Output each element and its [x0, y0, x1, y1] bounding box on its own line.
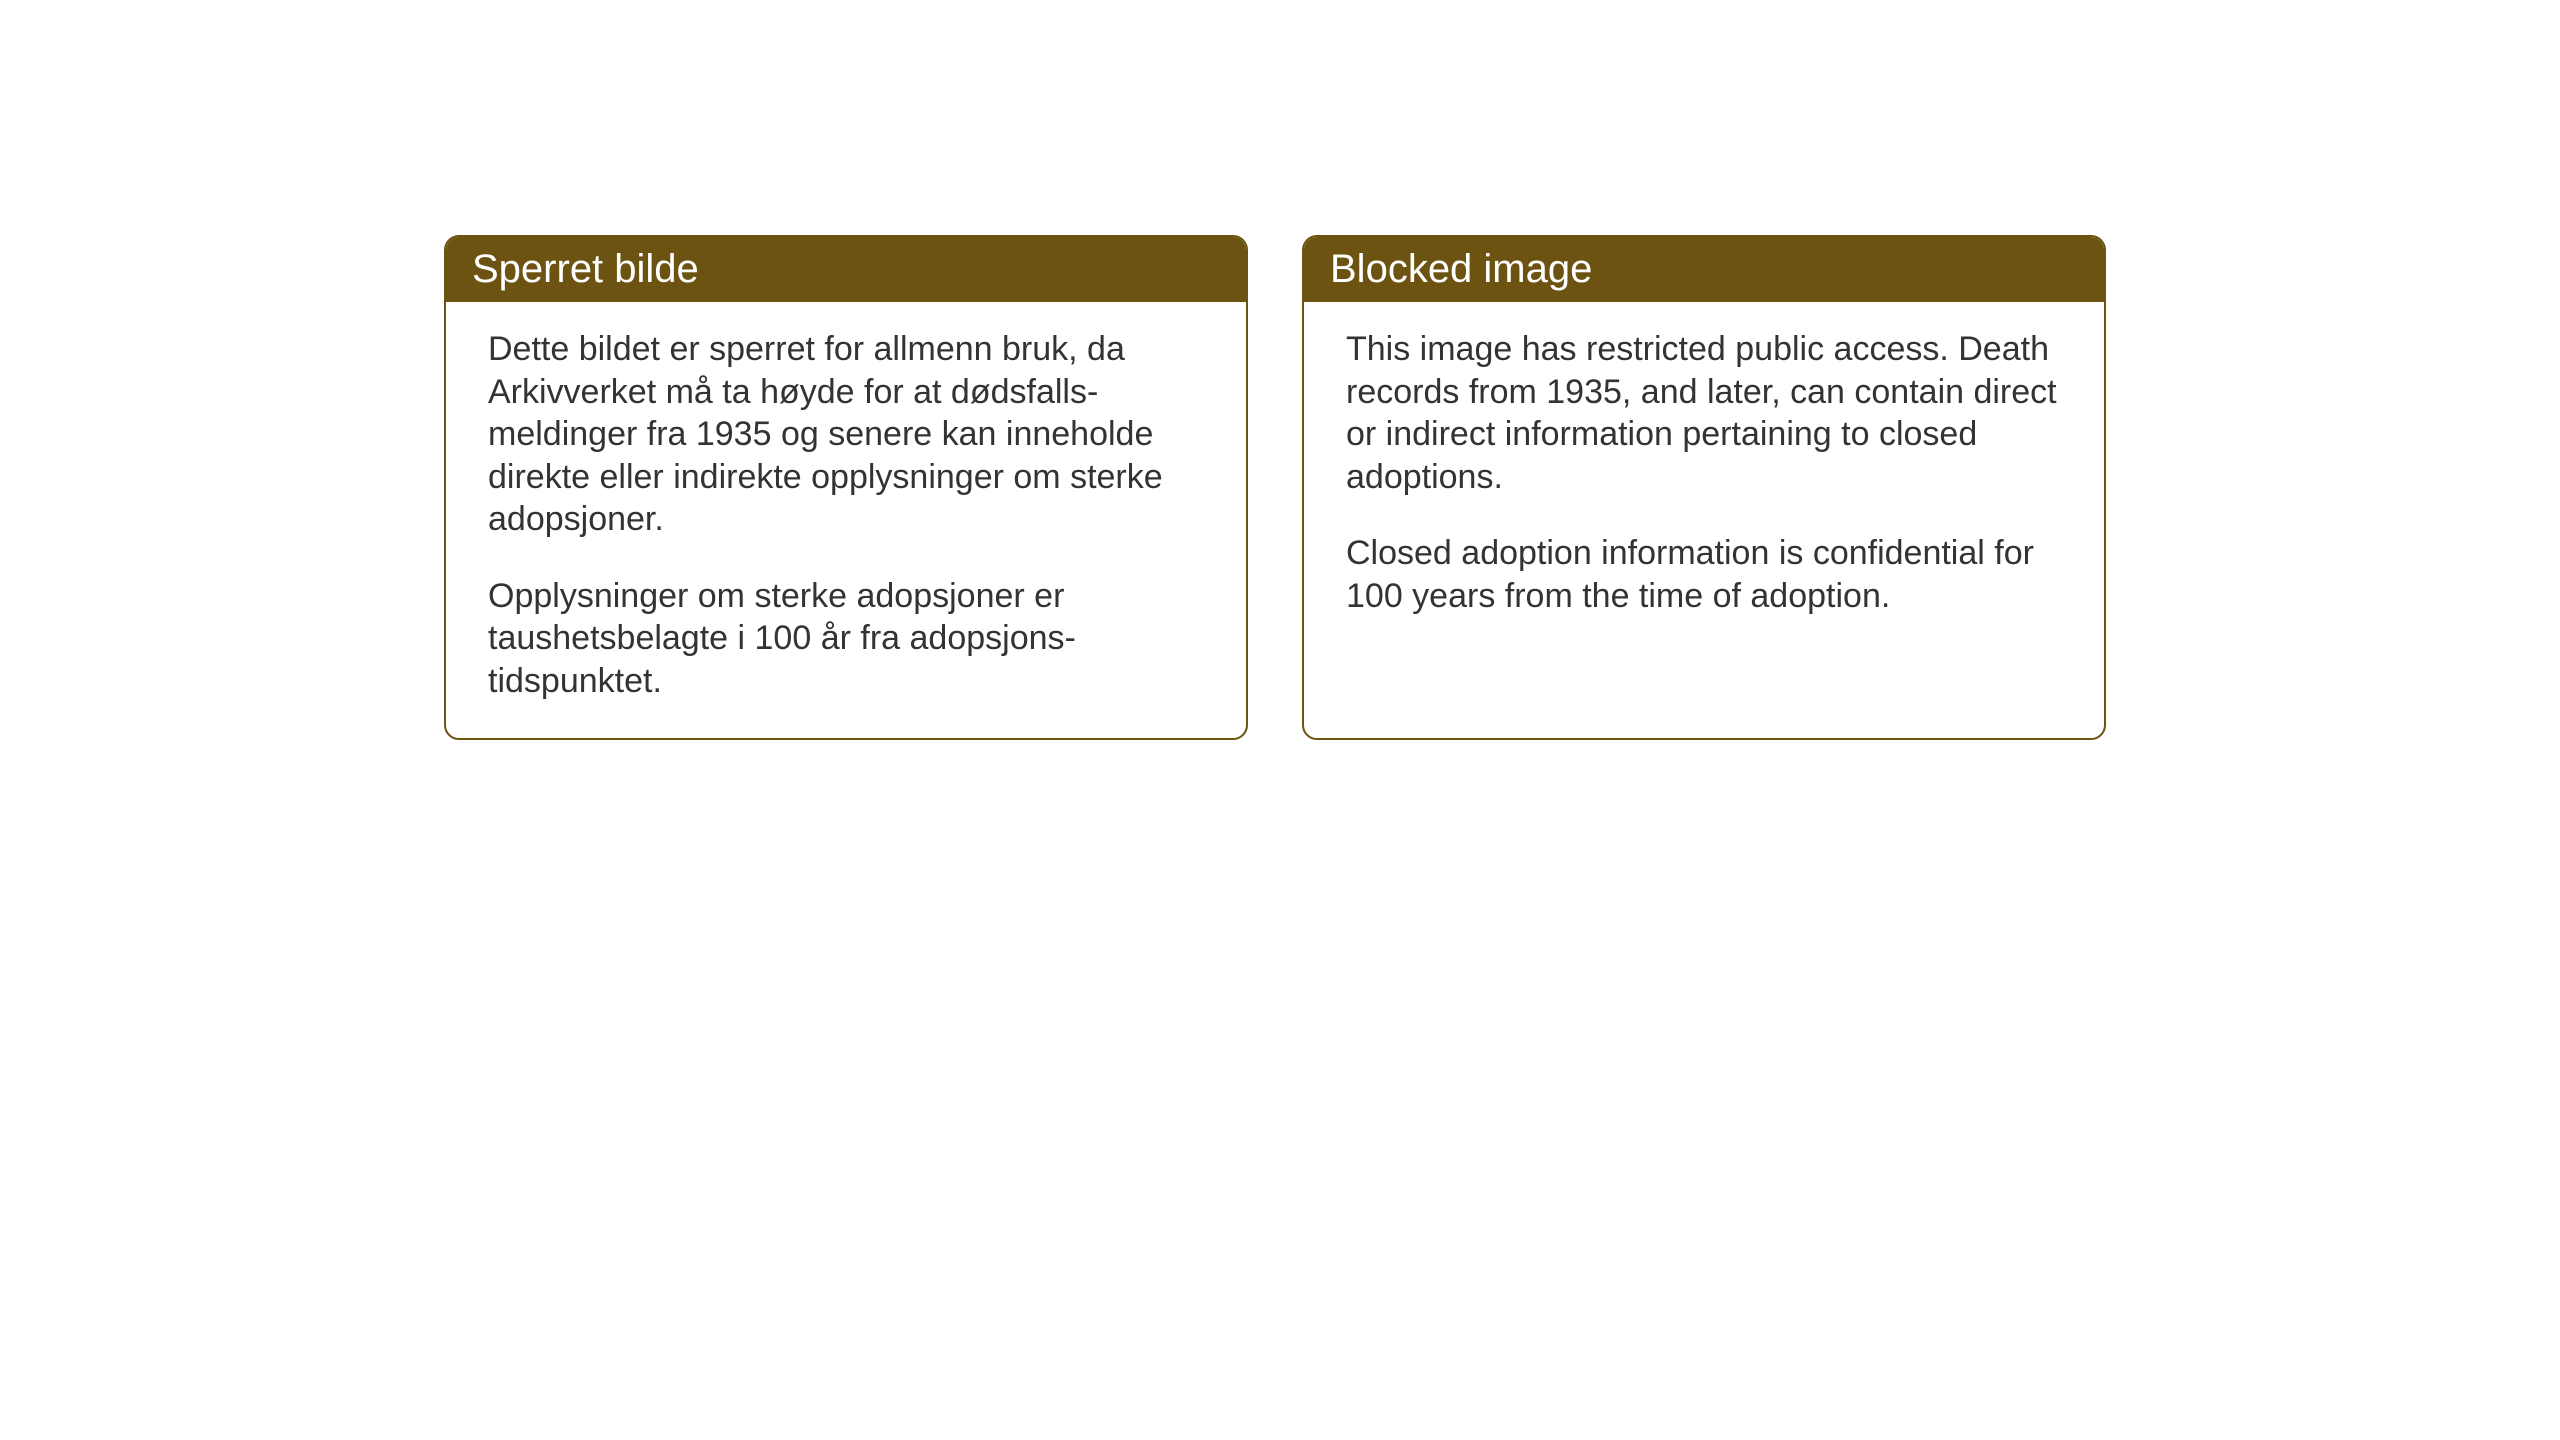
norwegian-paragraph-1: Dette bildet er sperret for allmenn bruk… — [488, 328, 1206, 541]
norwegian-card-header: Sperret bilde — [446, 237, 1246, 302]
english-card-body: This image has restricted public access.… — [1304, 302, 2104, 653]
norwegian-paragraph-2: Opplysninger om sterke adopsjoner er tau… — [488, 575, 1206, 703]
norwegian-card-body: Dette bildet er sperret for allmenn bruk… — [446, 302, 1246, 738]
english-card: Blocked image This image has restricted … — [1302, 235, 2106, 740]
english-card-title: Blocked image — [1330, 247, 1592, 291]
cards-container: Sperret bilde Dette bildet er sperret fo… — [444, 235, 2106, 740]
english-paragraph-1: This image has restricted public access.… — [1346, 328, 2064, 498]
norwegian-card: Sperret bilde Dette bildet er sperret fo… — [444, 235, 1248, 740]
norwegian-card-title: Sperret bilde — [472, 247, 699, 291]
english-paragraph-2: Closed adoption information is confident… — [1346, 532, 2064, 617]
english-card-header: Blocked image — [1304, 237, 2104, 302]
